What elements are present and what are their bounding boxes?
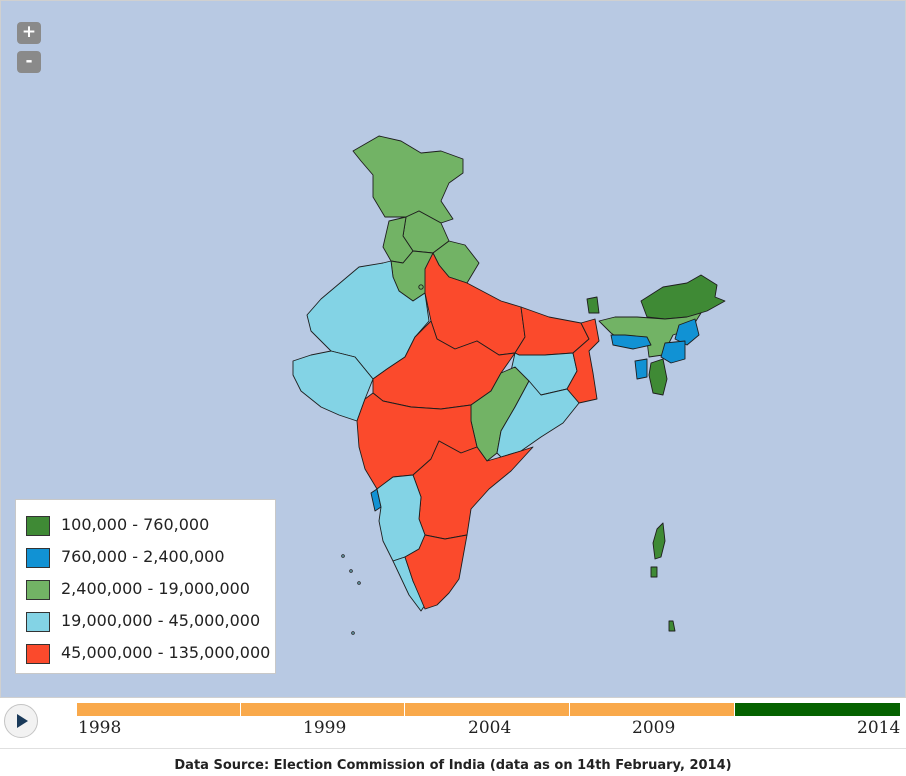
timeline-segment-1999[interactable]: [241, 703, 404, 716]
region-lakshadweep-3[interactable]: [357, 581, 361, 585]
region-tamil-nadu[interactable]: [404, 534, 468, 610]
region-jammu-kashmir[interactable]: [352, 135, 464, 224]
india-map[interactable]: + - 100,000 - 760,000 760,000 - 2,400,00…: [0, 0, 906, 698]
region-mizoram[interactable]: [648, 358, 668, 396]
legend-label: 100,000 - 760,000: [61, 515, 210, 534]
legend-label: 760,000 - 2,400,000: [61, 547, 225, 566]
legend-swatch: [26, 548, 50, 568]
timeline-segment-1998[interactable]: [77, 703, 240, 716]
timeline-segment-2014[interactable]: [735, 703, 900, 716]
legend-label: 2,400,000 - 19,000,000: [61, 579, 250, 598]
region-arunachal-pradesh[interactable]: [640, 274, 726, 320]
region-nagaland[interactable]: [674, 318, 700, 346]
timeline-year-2004[interactable]: 2004: [468, 718, 512, 738]
map-canvas[interactable]: [1, 1, 906, 699]
region-andaman-middle[interactable]: [650, 566, 658, 578]
region-meghalaya[interactable]: [610, 334, 652, 350]
play-icon: [17, 714, 28, 728]
data-source-caption: Data Source: Election Commission of Indi…: [174, 758, 732, 773]
region-sikkim[interactable]: [586, 296, 600, 314]
timeline-segment-2004[interactable]: [405, 703, 569, 716]
region-karnataka[interactable]: [376, 474, 426, 562]
region-odisha[interactable]: [496, 380, 580, 458]
timeline-year-2014[interactable]: 2014: [857, 718, 901, 738]
region-rajasthan[interactable]: [306, 260, 430, 380]
region-lakshadweep-2[interactable]: [349, 569, 353, 573]
legend: 100,000 - 760,000 760,000 - 2,400,000 2,…: [15, 499, 276, 674]
legend-item: 760,000 - 2,400,000: [26, 546, 276, 572]
timeline-year-1999[interactable]: 1999: [303, 718, 347, 738]
legend-item: 19,000,000 - 45,000,000: [26, 610, 276, 636]
legend-swatch: [26, 580, 50, 600]
footer-divider: [0, 748, 906, 749]
region-nicobar[interactable]: [668, 620, 676, 632]
region-tripura[interactable]: [634, 358, 648, 380]
region-bihar[interactable]: [514, 306, 590, 356]
legend-label: 19,000,000 - 45,000,000: [61, 611, 261, 630]
legend-swatch: [26, 516, 50, 536]
region-lakshadweep-4[interactable]: [351, 631, 355, 635]
legend-item: 2,400,000 - 19,000,000: [26, 578, 276, 604]
legend-swatch: [26, 644, 50, 664]
zoom-in-button[interactable]: +: [17, 22, 41, 44]
region-andaman-north[interactable]: [652, 522, 666, 560]
timeline-year-2009[interactable]: 2009: [632, 718, 676, 738]
timeline-segment-2009[interactable]: [570, 703, 734, 716]
region-lakshadweep-1[interactable]: [341, 554, 345, 558]
legend-item: 45,000,000 - 135,000,000: [26, 642, 276, 668]
legend-label: 45,000,000 - 135,000,000: [61, 643, 271, 662]
region-west-bengal[interactable]: [566, 318, 600, 404]
region-delhi[interactable]: [418, 284, 424, 290]
zoom-out-button[interactable]: -: [17, 51, 41, 73]
timeline-year-1998[interactable]: 1998: [78, 718, 122, 738]
legend-swatch: [26, 612, 50, 632]
region-manipur[interactable]: [660, 340, 686, 364]
play-button[interactable]: [4, 704, 38, 738]
legend-item: 100,000 - 760,000: [26, 514, 276, 540]
